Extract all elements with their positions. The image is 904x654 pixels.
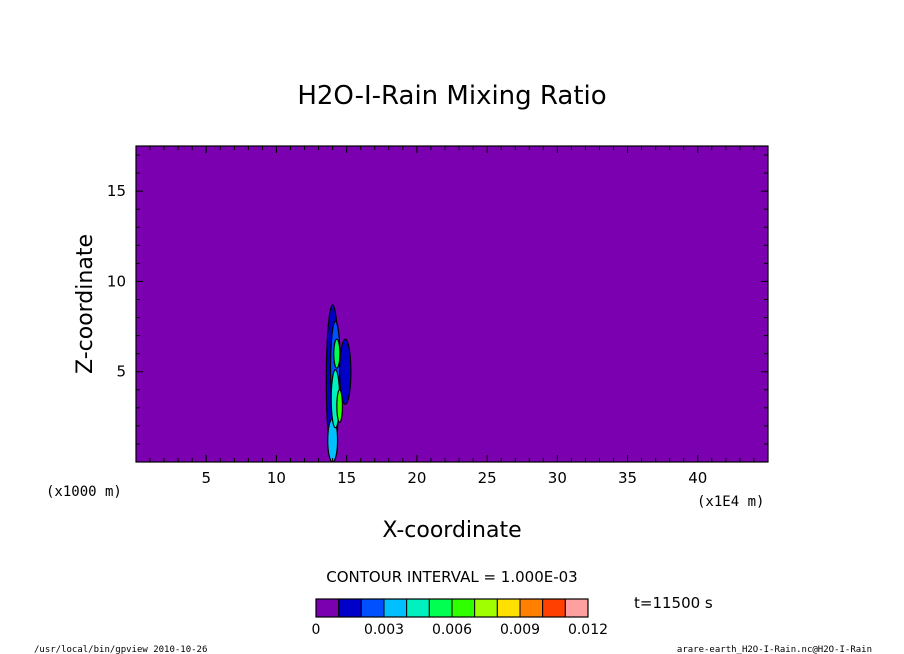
- axis-ticks: [136, 146, 768, 462]
- x-tick-label: 30: [548, 469, 567, 487]
- x-axis-label: X-coordinate: [382, 518, 521, 543]
- x-tick-label: 25: [478, 469, 497, 487]
- x-tick-label: 5: [201, 469, 211, 487]
- x-tick-label: 20: [407, 469, 426, 487]
- colorbar-tick-labels: 0 0.003 0.006 0.009 0.012: [312, 622, 609, 638]
- colorbar-swatch: [360, 598, 385, 618]
- footer-left: /usr/local/bin/gpview 2010-10-26: [34, 645, 207, 654]
- y-axis-label: Z-coordinate: [73, 234, 98, 374]
- colorbar-swatch: [338, 598, 362, 618]
- plot-area: [135, 145, 769, 463]
- colorbar-swatch: [496, 598, 521, 618]
- x-tick-label: 10: [267, 469, 286, 487]
- colorbar-label: 0.012: [568, 622, 608, 638]
- colorbar-swatch: [542, 598, 566, 618]
- colorbar-label: 0.006: [432, 622, 472, 638]
- y-tick-label: 10: [107, 272, 126, 290]
- colorbar-label: 0.003: [364, 622, 404, 638]
- rain-field-contours: [325, 304, 352, 463]
- x-tick-label: 15: [337, 469, 356, 487]
- y-tick-label: 5: [116, 363, 126, 381]
- colorbar-swatch: [428, 598, 453, 618]
- y-tick-label: 15: [107, 182, 126, 200]
- colorbar-frame: [315, 598, 589, 618]
- colorbar-swatch: [564, 598, 589, 618]
- colorbar-swatch: [474, 598, 498, 618]
- colorbar-swatch: [406, 598, 430, 618]
- x-tick-label: 40: [688, 469, 707, 487]
- colorbar: [315, 598, 589, 618]
- y-tick-labels: 5 10 15: [107, 182, 126, 381]
- contour-blob: [333, 338, 341, 369]
- colorbar-swatch: [451, 598, 476, 618]
- chart-title: H2O-I-Rain Mixing Ratio: [297, 81, 606, 111]
- contour-interval-label: CONTOUR INTERVAL = 1.000E-03: [326, 568, 577, 586]
- colorbar-swatch: [383, 598, 408, 618]
- colorbar-label: 0.009: [500, 622, 540, 638]
- colorbar-swatch: [315, 598, 340, 618]
- contour-blob: [336, 389, 344, 423]
- footer-right: arare-earth_H2O-I-Rain.nc@H2O-I-Rain: [677, 645, 872, 654]
- x-unit-left: (x1000 m): [46, 484, 122, 500]
- contour-blob: [339, 338, 352, 405]
- x-tick-label: 35: [618, 469, 637, 487]
- time-label: t=11500 s: [634, 594, 713, 612]
- x-unit-right: (x1E4 m): [697, 494, 764, 510]
- colorbar-swatch: [519, 598, 544, 618]
- x-tick-labels: 5 10 15 20 25 30 35 40: [201, 469, 707, 487]
- colorbar-label: 0: [312, 622, 321, 638]
